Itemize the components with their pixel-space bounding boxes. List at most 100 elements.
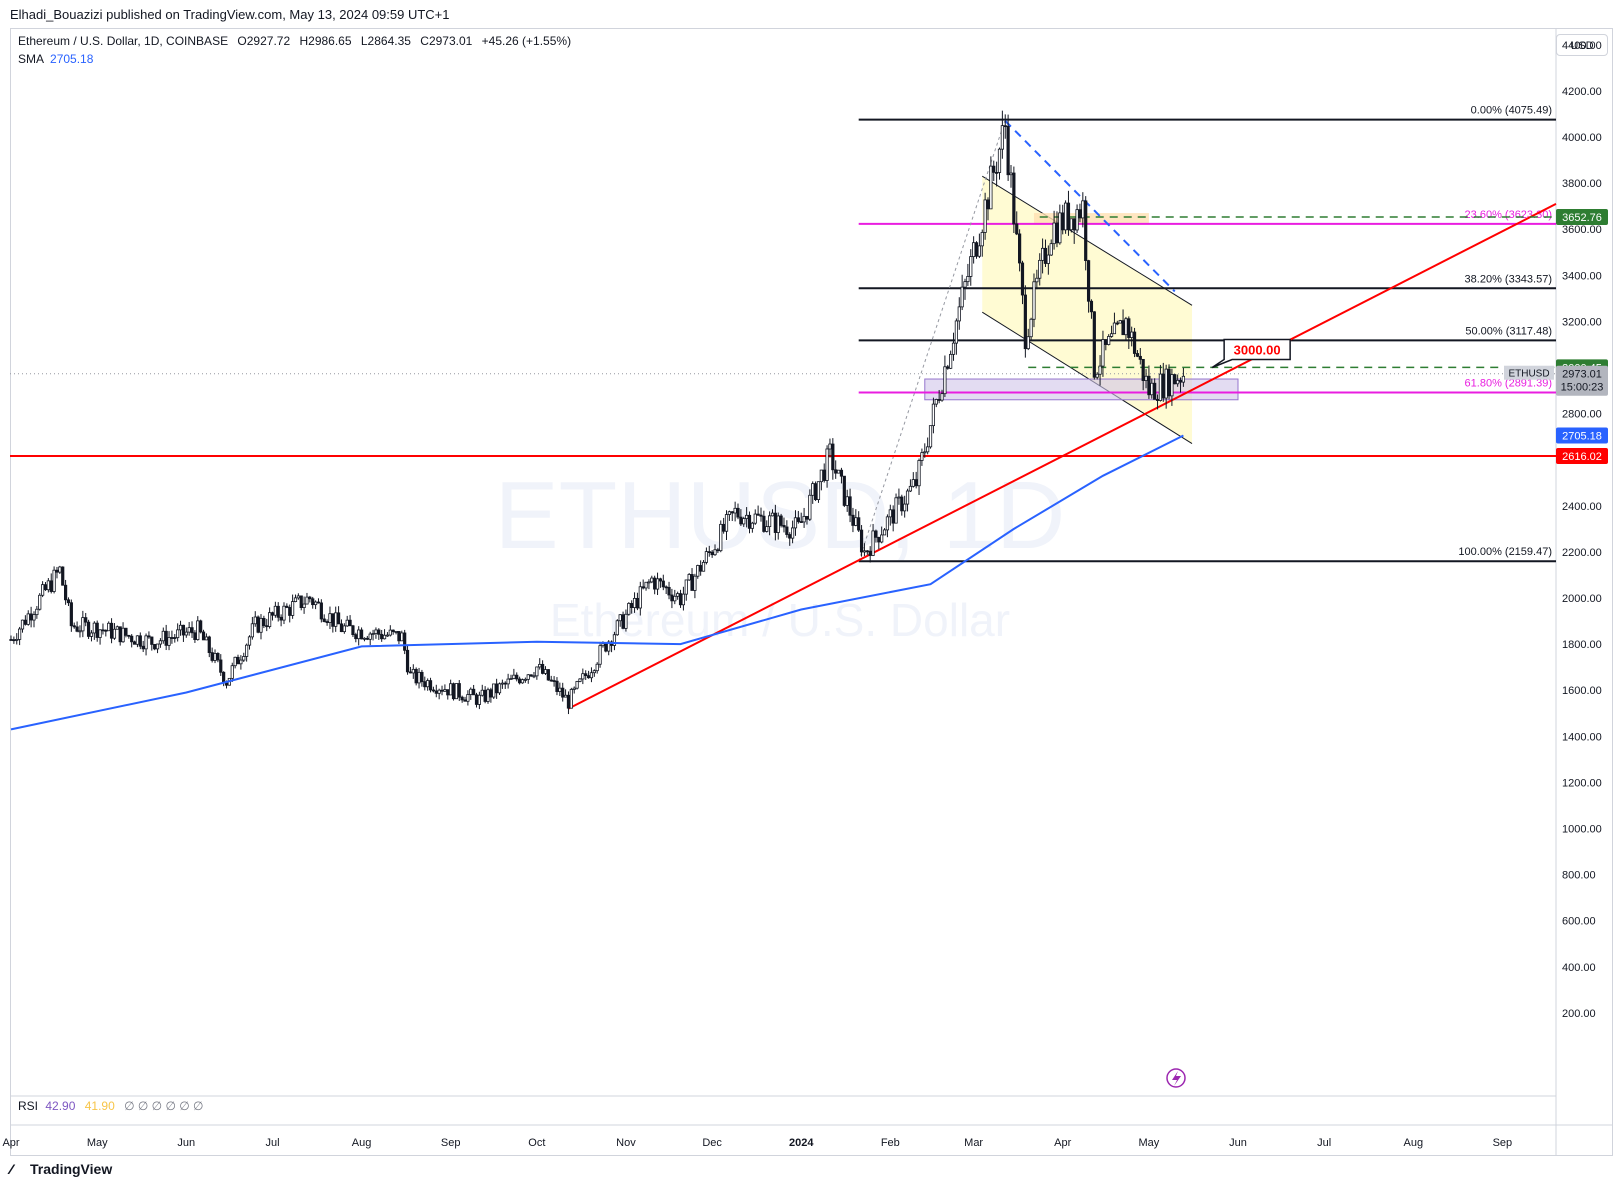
candle-body bbox=[1150, 382, 1154, 396]
candle-body bbox=[888, 509, 892, 518]
candle-body bbox=[834, 469, 838, 474]
fib-level-label: 100.00% (2159.47) bbox=[1458, 546, 1552, 558]
candle-body bbox=[322, 618, 326, 622]
candle-body bbox=[1046, 254, 1050, 264]
candle-body bbox=[362, 637, 367, 640]
candle-body bbox=[239, 659, 243, 665]
candle-body bbox=[359, 629, 364, 640]
change-value: +45.26 (+1.55%) bbox=[481, 34, 572, 48]
candle-body bbox=[236, 656, 240, 665]
candle-body bbox=[518, 678, 522, 684]
candle-body bbox=[624, 613, 628, 629]
candle-body bbox=[339, 623, 344, 633]
candle-body bbox=[138, 635, 142, 647]
candle-body bbox=[153, 644, 157, 650]
symbol-badge-text: ETHUSD bbox=[1508, 369, 1549, 380]
tradingview-logo[interactable]: ⁄⁄ TradingView bbox=[10, 1161, 112, 1177]
price-tick-label: 1000.00 bbox=[1562, 824, 1602, 836]
time-tick-label: Sep bbox=[1493, 1137, 1513, 1149]
candle-body bbox=[641, 586, 645, 589]
time-axis[interactable]: Apr May Jun Jul Aug Sep Oct Nov Dec 2024 Feb Mar Apr… bbox=[2, 1137, 1512, 1149]
candle-body bbox=[216, 653, 220, 661]
candle-body bbox=[865, 550, 869, 553]
candle-body bbox=[673, 595, 677, 602]
candle-body bbox=[437, 689, 441, 694]
channel-lower-line bbox=[981, 311, 1193, 444]
candle-body bbox=[770, 512, 775, 517]
candle-body bbox=[155, 643, 160, 650]
candle-body bbox=[796, 517, 800, 522]
candle-body bbox=[374, 629, 378, 634]
candle-body bbox=[558, 687, 562, 692]
candle-body bbox=[1101, 339, 1105, 367]
candle-body bbox=[43, 584, 48, 591]
candle-body bbox=[621, 614, 625, 629]
symbol-title[interactable]: Ethereum / U.S. Dollar, 1D, COINBASE bbox=[18, 34, 229, 48]
candle-body bbox=[813, 483, 818, 500]
price-tick-label: 800.00 bbox=[1562, 870, 1596, 882]
currency-button[interactable]: USD bbox=[1556, 34, 1608, 56]
bar-countdown: 15:00:23 bbox=[1561, 382, 1604, 394]
candle-body bbox=[716, 549, 720, 552]
candle-body bbox=[288, 607, 292, 616]
candle-body bbox=[431, 689, 436, 692]
candle-body bbox=[880, 534, 884, 543]
candle-body bbox=[661, 580, 665, 588]
candle-body bbox=[512, 674, 516, 679]
fibonacci-retracement[interactable]: 0.00% (4075.49) 23.60% (3623.30) 38.20% (3… bbox=[858, 105, 1556, 563]
candle-body bbox=[1061, 212, 1065, 231]
axis-price-badge bbox=[1556, 427, 1608, 444]
candle-body bbox=[914, 479, 918, 487]
candle-body bbox=[903, 503, 907, 512]
candle-body bbox=[1107, 336, 1111, 345]
candle-body bbox=[477, 694, 481, 705]
publisher-line: Elhadi_Bouazizi published on TradingView… bbox=[10, 7, 450, 22]
candle-body bbox=[730, 511, 734, 514]
candle-body bbox=[253, 616, 257, 625]
sma-legend[interactable]: SMA 2705.18 bbox=[18, 52, 93, 66]
candle-body bbox=[604, 643, 608, 652]
candle-body bbox=[1181, 375, 1186, 383]
candle-body bbox=[575, 681, 579, 689]
time-tick-label: Aug bbox=[1403, 1137, 1423, 1149]
candle-body bbox=[46, 580, 50, 591]
candle-body bbox=[701, 561, 706, 572]
candle-body bbox=[1069, 218, 1073, 231]
candle-body bbox=[268, 612, 272, 627]
candle-body bbox=[382, 634, 387, 640]
candle-body bbox=[417, 671, 421, 684]
candle-body bbox=[1135, 353, 1140, 357]
candle-body bbox=[1112, 322, 1117, 335]
candle-body bbox=[130, 635, 134, 643]
candle-body bbox=[949, 353, 953, 369]
candle-body bbox=[1055, 222, 1059, 244]
candle-body bbox=[1012, 172, 1016, 225]
price-tick-label: 400.00 bbox=[1562, 962, 1596, 974]
candle-body bbox=[193, 632, 197, 640]
candle-body bbox=[141, 645, 145, 650]
candle-body bbox=[121, 627, 125, 643]
candle-body bbox=[854, 517, 858, 526]
candle-body bbox=[495, 683, 499, 694]
candle-body bbox=[351, 625, 355, 636]
candle-body bbox=[538, 663, 542, 668]
candle-body bbox=[756, 513, 760, 516]
price-axis[interactable]: 200.00 400.00 600.00 800.00 1000.00 1200.00 14… bbox=[10, 28, 1612, 1156]
candle-body bbox=[72, 625, 76, 628]
candle-body bbox=[1000, 125, 1004, 150]
candle-body bbox=[454, 683, 458, 700]
candle-body bbox=[805, 516, 809, 520]
candle-body bbox=[931, 403, 936, 427]
candle-body bbox=[61, 566, 65, 586]
time-tick-label: Jun bbox=[1229, 1137, 1247, 1149]
candle-body bbox=[276, 605, 280, 618]
candle-body bbox=[1147, 375, 1151, 396]
rsi-legend[interactable]: RSI 42.90 41.90 ∅ ∅ ∅ ∅ ∅ ∅ bbox=[18, 1099, 204, 1113]
candle-body bbox=[12, 639, 16, 642]
candle-body bbox=[894, 497, 898, 524]
candle-body bbox=[164, 630, 168, 646]
trend-lines[interactable] bbox=[10, 120, 1557, 710]
fib-level-label: 0.00% (4075.49) bbox=[1471, 105, 1552, 117]
candle-body bbox=[282, 605, 286, 621]
